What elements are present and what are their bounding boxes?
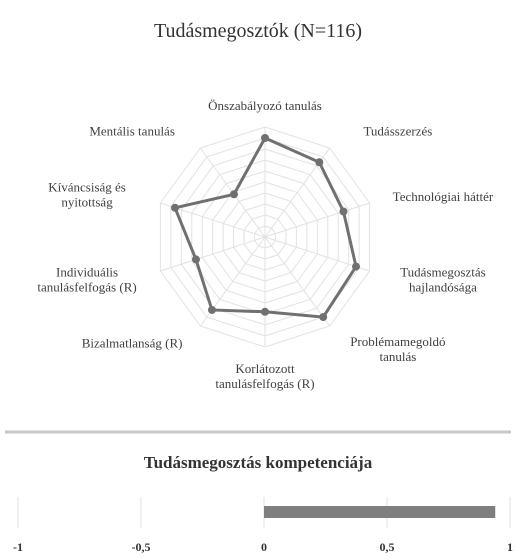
axis-label: Individuális tanulásfelfogás (R)	[37, 264, 137, 295]
point	[171, 203, 180, 212]
point	[261, 134, 269, 142]
bar-title: Tudásmegosztás kompetenciája	[143, 453, 373, 472]
x-tick-label: 0	[261, 540, 267, 554]
axis-label: Bizalmatlanság (R)	[81, 335, 183, 351]
spoke	[264, 236, 370, 272]
point	[229, 190, 238, 199]
point	[352, 262, 361, 271]
axis-label: Tudásmegosztás hajlandósága	[400, 264, 486, 295]
axis-label: Technológiai háttér	[392, 188, 494, 204]
point	[319, 313, 328, 322]
axis-label: Önszabályozó tanulás	[208, 98, 322, 113]
spoke	[160, 236, 266, 272]
x-tick-label: 0,5	[380, 540, 395, 554]
spoke	[264, 236, 331, 327]
axis-label: Kíváncsiság és nyitottság	[48, 179, 126, 210]
point	[315, 158, 324, 167]
axis-label: Tudásszerzés	[363, 123, 433, 139]
x-tick-label: 1	[507, 540, 513, 554]
axis-label: Problémamegoldó tanulás	[350, 334, 446, 365]
axis-label: Korlátozott tanulásfelfogás (R)	[215, 361, 315, 391]
spoke	[264, 202, 370, 238]
radar-title: Tudásmegosztók (N=116)	[153, 20, 363, 42]
point	[191, 255, 200, 264]
point	[207, 305, 216, 314]
point	[339, 207, 348, 216]
point	[261, 307, 269, 316]
x-tick-label: -1	[13, 540, 23, 554]
axis-label: Mentális tanulás	[89, 123, 175, 139]
bar	[264, 506, 496, 518]
x-tick-label: -0,5	[132, 540, 151, 554]
